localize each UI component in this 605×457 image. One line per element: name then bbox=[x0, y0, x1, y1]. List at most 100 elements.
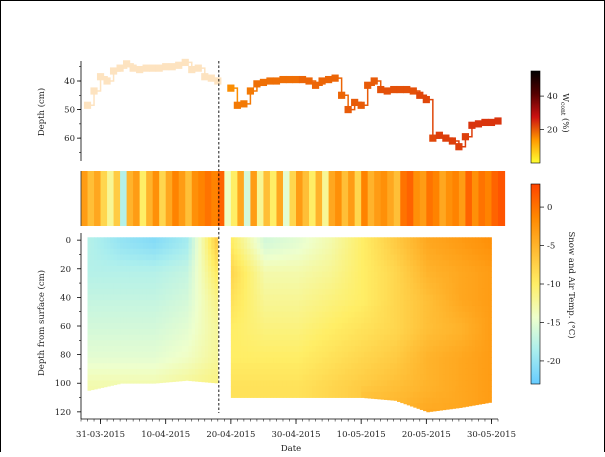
snow-temperature-cell bbox=[445, 340, 450, 347]
snow-temperature-cell bbox=[208, 311, 212, 318]
snow-temperature-cell bbox=[240, 311, 245, 318]
snow-temperature-cell bbox=[445, 317, 450, 324]
snow-temperature-cell bbox=[120, 328, 124, 335]
snow-temperature-cell bbox=[133, 243, 137, 250]
snow-temperature-cell bbox=[195, 380, 199, 382]
snow-temperature-cell bbox=[361, 380, 365, 387]
snow-temperature-cell bbox=[289, 311, 294, 318]
snow-temperature-cell bbox=[185, 374, 189, 381]
snow-temperature-cell bbox=[165, 288, 170, 295]
snow-temperature-cell bbox=[136, 237, 141, 244]
snow-temperature-cell bbox=[423, 243, 427, 250]
water-content-marker bbox=[442, 134, 450, 142]
snow-temperature-cell bbox=[240, 300, 245, 307]
snow-temperature-cell bbox=[419, 328, 424, 335]
snow-temperature-cell bbox=[403, 374, 408, 381]
snow-temperature-cell bbox=[152, 334, 157, 341]
snow-temperature-cell bbox=[406, 294, 411, 301]
snow-temperature-cell bbox=[260, 260, 264, 267]
snow-temperature-cell bbox=[325, 300, 329, 307]
snow-temperature-cell bbox=[406, 288, 411, 295]
snow-temperature-cell bbox=[243, 237, 248, 244]
snow-temperature-cell bbox=[318, 248, 323, 255]
snow-temperature-cell bbox=[338, 243, 343, 250]
snow-temperature-cell bbox=[357, 334, 362, 341]
snow-temperature-cell bbox=[481, 265, 486, 273]
snow-temperature-cell bbox=[403, 254, 408, 261]
snow-temperature-cell bbox=[276, 237, 281, 244]
snow-temperature-cell bbox=[432, 346, 437, 353]
water-content-marker bbox=[123, 60, 131, 68]
snow-temperature-cell bbox=[292, 277, 297, 284]
snow-temperature-cell bbox=[175, 305, 180, 313]
snow-temperature-cell bbox=[436, 248, 440, 255]
snow-temperature-cell bbox=[260, 363, 264, 370]
snow-temperature-cell bbox=[155, 380, 160, 384]
snow-temperature-cell bbox=[266, 351, 271, 358]
snow-temperature-cell bbox=[230, 300, 235, 307]
snow-temperature-cell bbox=[90, 294, 95, 301]
bottom-x-tick-label: 10-05-2015 bbox=[337, 430, 386, 440]
snow-temperature-cell bbox=[165, 283, 170, 290]
snow-temperature-cell bbox=[204, 351, 209, 358]
snow-temperature-cell bbox=[419, 334, 424, 341]
snow-temperature-cell bbox=[309, 323, 313, 330]
snow-temperature-cell bbox=[387, 334, 391, 341]
snow-temperature-cell bbox=[142, 328, 147, 335]
snow-temperature-cell bbox=[292, 271, 297, 278]
snow-temperature-cell bbox=[465, 403, 470, 407]
snow-temperature-cell bbox=[299, 334, 303, 341]
snow-temperature-cell bbox=[188, 243, 193, 250]
snow-temperature-cell bbox=[439, 346, 444, 353]
snow-temperature-cell bbox=[279, 346, 284, 353]
snow-temperature-cell bbox=[155, 243, 160, 250]
snow-temperature-cell bbox=[256, 317, 261, 324]
snow-temperature-cell bbox=[123, 283, 128, 290]
snow-temperature-cell bbox=[432, 248, 437, 255]
snow-temperature-cell bbox=[344, 334, 349, 341]
snow-temperature-cell bbox=[354, 300, 359, 307]
snow-temperature-cell bbox=[214, 368, 219, 376]
snow-temperature-cell bbox=[263, 334, 268, 341]
snow-temperature-cell bbox=[136, 328, 141, 335]
snow-temperature-cell bbox=[296, 357, 300, 364]
snow-temperature-cell bbox=[426, 340, 430, 347]
snow-temperature-cell bbox=[165, 294, 170, 301]
snow-temperature-cell bbox=[172, 334, 176, 341]
snow-temperature-cell bbox=[419, 346, 424, 353]
snow-temperature-cell bbox=[380, 288, 385, 295]
snow-temperature-cell bbox=[247, 300, 251, 307]
snow-temperature-cell bbox=[136, 300, 141, 307]
snow-temperature-cell bbox=[406, 305, 411, 313]
snow-temperature-cell bbox=[256, 363, 261, 370]
snow-temperature-cell bbox=[344, 328, 349, 335]
snow-temperature-cell bbox=[419, 323, 424, 330]
snow-temperature-cell bbox=[416, 374, 421, 381]
water-content-marker bbox=[435, 131, 443, 139]
snow-temperature-cell bbox=[273, 300, 277, 307]
snow-temperature-cell bbox=[136, 254, 141, 261]
snow-temperature-cell bbox=[181, 254, 186, 261]
snow-temperature-cell bbox=[181, 380, 186, 382]
snow-temperature-cell bbox=[282, 300, 287, 307]
snow-temperature-cell bbox=[279, 386, 284, 393]
snow-temperature-cell bbox=[302, 374, 307, 381]
snow-temperature-cell bbox=[312, 374, 316, 381]
snow-temperature-cell bbox=[234, 260, 238, 267]
snow-temperature-cell bbox=[468, 305, 473, 313]
snow-temperature-cell bbox=[348, 317, 352, 324]
snow-temperature-cell bbox=[139, 237, 144, 244]
snow-temperature-cell bbox=[211, 294, 215, 301]
snow-temperature-cell bbox=[429, 288, 434, 295]
snow-temperature-cell bbox=[165, 305, 170, 313]
snow-temperature-cell bbox=[383, 265, 388, 273]
snow-temperature-cell bbox=[370, 351, 375, 358]
snow-temperature-cell bbox=[331, 248, 336, 255]
snow-temperature-cell bbox=[165, 271, 170, 278]
snow-temperature-cell bbox=[120, 340, 124, 347]
snow-temperature-cell bbox=[94, 374, 98, 381]
snow-temperature-cell bbox=[146, 277, 150, 284]
snow-temperature-cell bbox=[351, 254, 356, 261]
snow-temperature-cell bbox=[335, 243, 339, 250]
snow-temperature-cell bbox=[90, 351, 95, 358]
